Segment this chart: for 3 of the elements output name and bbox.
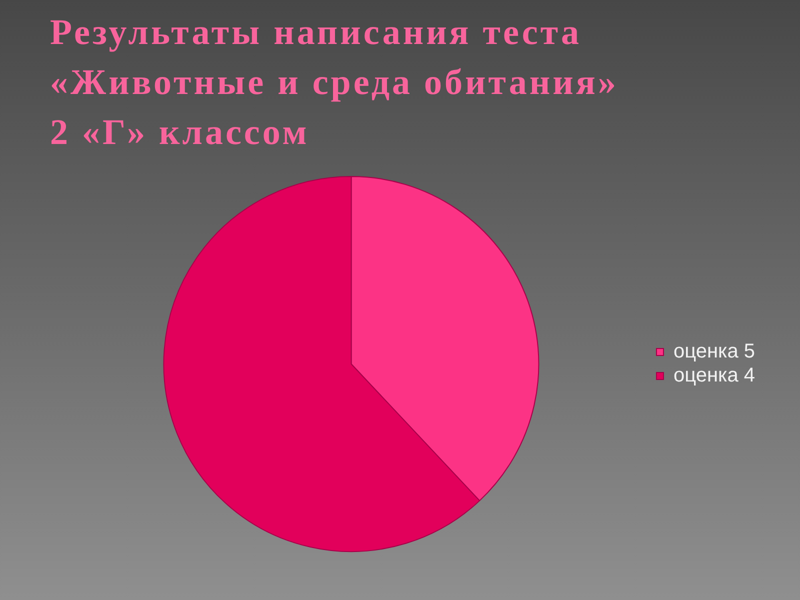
legend-label: оценка 5	[673, 340, 755, 363]
legend-label: оценка 4	[673, 364, 755, 387]
chart-title: Результаты написания теста «Животные и среда обитания» 2 «Г» классом	[50, 11, 618, 154]
